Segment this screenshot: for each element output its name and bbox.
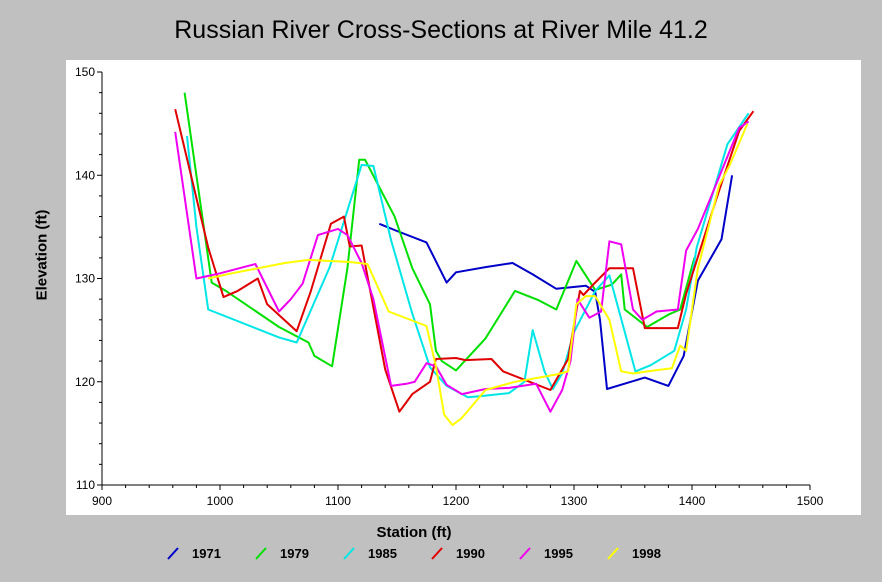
legend-swatch (167, 547, 179, 560)
y-tick-label: 140 (75, 168, 95, 182)
axes: 900 1000 1100 1200 1300 1400 1500 110 120 130 140 1… (75, 65, 824, 508)
legend-label: 1985 (368, 546, 397, 561)
legend-label: 1979 (280, 546, 309, 561)
y-tick-label: 130 (75, 272, 95, 286)
series-line-1979 (183, 92, 696, 372)
x-axis-label: Station (ft) (376, 524, 452, 541)
series-lines (174, 92, 755, 427)
series-line-1985 (186, 112, 750, 399)
x-tick-label: 1000 (207, 494, 234, 508)
chart-title: Russian River Cross-Sections at River Mi… (174, 16, 708, 44)
legend-swatch (519, 547, 531, 560)
series-line-1998 (207, 123, 749, 427)
legend-swatch (607, 547, 619, 560)
x-tick-label: 1400 (679, 494, 706, 508)
series-line-1990 (174, 108, 755, 413)
y-axis-label: Elevation (ft) (33, 209, 51, 301)
series-line-1971 (378, 175, 734, 390)
x-tick-label: 1300 (561, 494, 588, 508)
legend-swatch (255, 547, 267, 560)
chart-svg: 900 1000 1100 1200 1300 1400 1500 110 120 130 140 1… (75, 65, 824, 508)
plot-panel: 900 1000 1100 1200 1300 1400 1500 110 120 130 140 1… (66, 60, 861, 515)
x-tick-label: 1500 (797, 494, 824, 508)
y-tick-label: 150 (75, 65, 95, 79)
legend-swatch (343, 547, 355, 560)
legend-label: 1971 (192, 546, 221, 561)
legend-label: 1998 (632, 546, 661, 561)
legend-label: 1990 (456, 546, 485, 561)
y-tick-label: 110 (76, 478, 95, 492)
x-tick-label: 1200 (443, 494, 470, 508)
y-tick-label: 120 (75, 375, 95, 389)
x-tick-label: 1100 (325, 494, 351, 508)
legend-swatch (431, 547, 443, 560)
x-tick-label: 900 (92, 494, 112, 508)
legend-label: 1995 (544, 546, 573, 561)
